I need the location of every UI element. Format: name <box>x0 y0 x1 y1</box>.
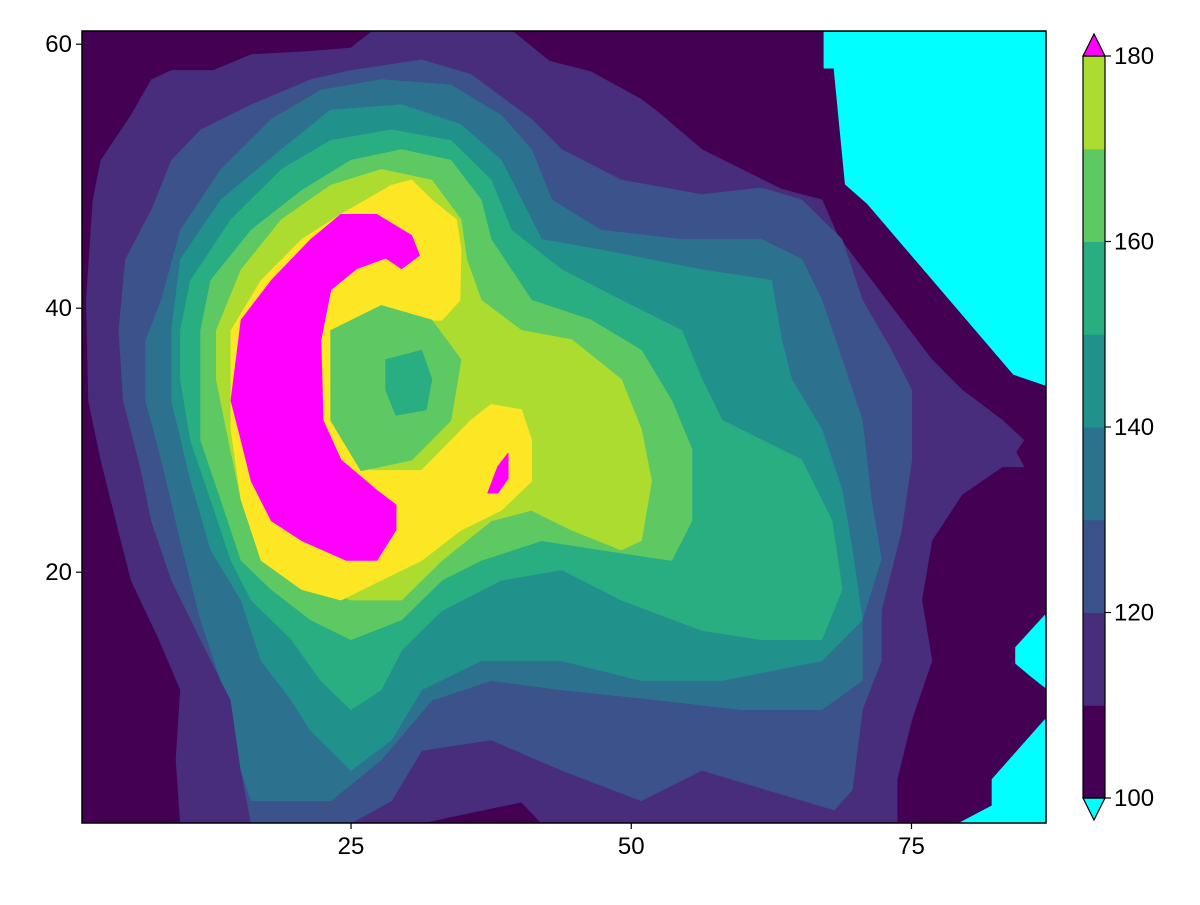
plot-area <box>81 30 1047 824</box>
colorbar-band-140 <box>1083 334 1105 428</box>
colorbar: 100 120 140 160 180 <box>1082 32 1154 822</box>
colorbar-tick-label: 160 <box>1114 229 1154 256</box>
y-tick-label: 20 <box>45 559 72 586</box>
x-tick-label: 50 <box>618 833 645 860</box>
x-axis: 25 50 75 <box>338 823 925 860</box>
colorbar-band-170 <box>1083 56 1105 150</box>
contour-region-crater-150-160-0 <box>385 349 433 416</box>
x-tick-label: 75 <box>898 833 925 860</box>
colorbar-high-extend <box>1082 32 1106 57</box>
contour-region-below-100-2 <box>1015 613 1046 689</box>
colorbar-band-100 <box>1083 705 1105 799</box>
contour-region-below-100-1 <box>959 717 1046 823</box>
y-axis: 20 40 60 <box>45 31 82 586</box>
colorbar-tick-label: 140 <box>1114 414 1154 441</box>
colorbar-band-120 <box>1083 519 1105 613</box>
contour-region-below-100-0 <box>823 31 1046 386</box>
colorbar-low-extend <box>1082 797 1106 822</box>
colorbar-tick-label: 120 <box>1114 600 1154 627</box>
colorbar-band-130 <box>1083 427 1105 521</box>
contour-region-above-180-0 <box>230 214 420 561</box>
colorbar-tick-label: 180 <box>1114 43 1154 70</box>
y-tick-label: 40 <box>45 295 72 322</box>
colorbar-band-150 <box>1083 241 1105 335</box>
colorbar-band-110 <box>1083 612 1105 706</box>
contour-regions <box>86 31 1046 823</box>
y-tick-label: 60 <box>45 31 72 58</box>
x-tick-label: 25 <box>338 833 365 860</box>
contour-region-above-180-1 <box>487 452 509 494</box>
colorbar-band-160 <box>1083 148 1105 242</box>
colorbar-tick-label: 100 <box>1114 785 1154 812</box>
plot-frame <box>81 30 1047 824</box>
